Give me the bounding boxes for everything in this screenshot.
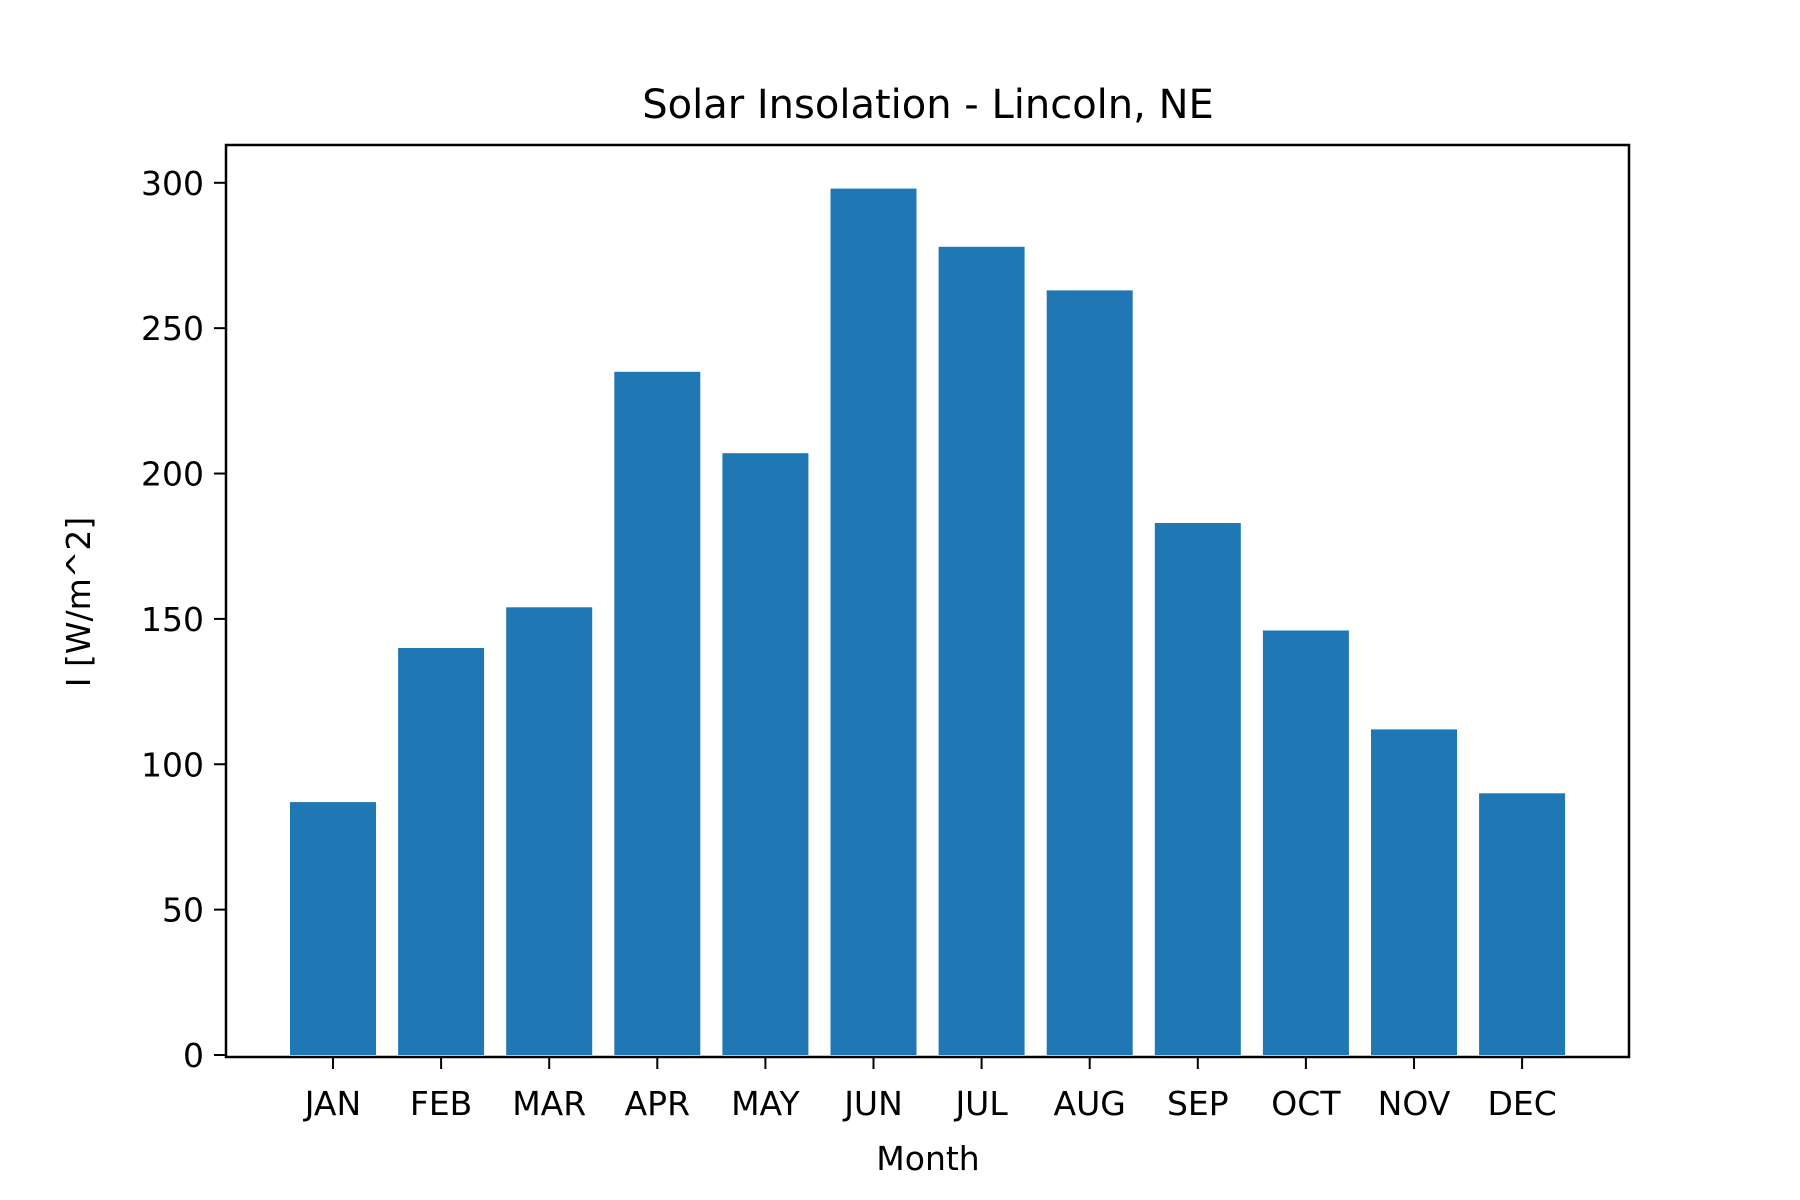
y-tick-label: 50 — [162, 891, 204, 930]
chart-title: Solar Insolation - Lincoln, NE — [642, 82, 1214, 128]
bar-sep — [1154, 523, 1241, 1055]
x-axis-label: Month — [876, 1139, 979, 1178]
x-tick-label: SEP — [1167, 1084, 1229, 1123]
x-tick-label: DEC — [1487, 1084, 1556, 1123]
bar-apr — [614, 371, 701, 1055]
y-tick-label: 0 — [183, 1036, 204, 1075]
y-tick-label: 100 — [141, 745, 204, 784]
x-tick-label: MAR — [512, 1084, 586, 1123]
bar-feb — [398, 648, 485, 1055]
bars-group — [290, 188, 1566, 1056]
bar-may — [722, 453, 809, 1055]
x-axis-ticks: JAN FEB MAR APR MAY JUN JUL AUG SEP OCT NOV DEC — [303, 1057, 1557, 1123]
bar-aug — [1046, 290, 1133, 1055]
x-tick-label: FEB — [410, 1084, 472, 1123]
plot-frame — [224, 143, 1631, 1059]
bar-jan — [290, 802, 376, 1055]
x-tick-label: APR — [625, 1084, 690, 1123]
x-tick-label: JUL — [953, 1084, 1008, 1123]
bar-mar — [506, 607, 593, 1055]
bar-jul — [938, 246, 1025, 1056]
y-axis-ticks: 0 50 100 150 200 250 300 — [141, 164, 226, 1075]
x-tick-label: NOV — [1378, 1084, 1451, 1123]
x-tick-label: JAN — [303, 1084, 361, 1123]
y-tick-label: 300 — [141, 164, 204, 203]
x-tick-label: JUN — [842, 1084, 903, 1123]
x-tick-label: OCT — [1271, 1084, 1341, 1123]
x-tick-label: MAY — [731, 1084, 800, 1123]
y-tick-label: 150 — [141, 600, 204, 639]
bar-nov — [1371, 729, 1457, 1055]
bar-dec — [1479, 793, 1566, 1055]
y-axis-label: I [W/m^2] — [59, 517, 98, 688]
y-tick-label: 200 — [141, 455, 204, 494]
x-tick-label: AUG — [1054, 1084, 1126, 1123]
bar-oct — [1262, 630, 1349, 1055]
y-tick-label: 250 — [141, 309, 204, 348]
bar-jun — [830, 188, 917, 1056]
